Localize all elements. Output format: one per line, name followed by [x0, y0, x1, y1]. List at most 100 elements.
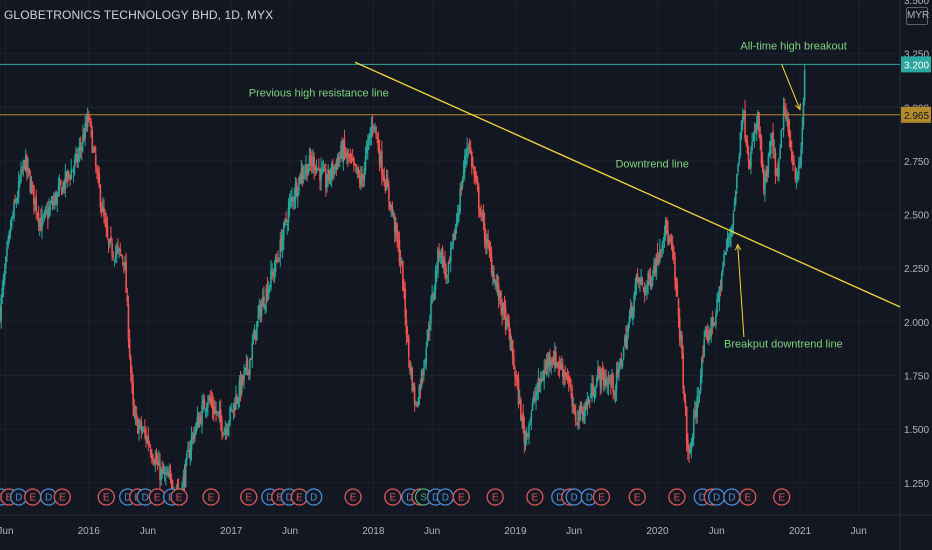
candle-body — [356, 168, 359, 173]
candle-body — [169, 470, 172, 478]
candle-body — [100, 208, 103, 211]
candle-body — [301, 167, 304, 177]
candle-body — [560, 364, 563, 370]
candle-body — [499, 290, 501, 298]
candle-body — [56, 192, 59, 204]
candle-body — [566, 377, 569, 380]
candle-body — [402, 261, 404, 291]
candle-body — [626, 332, 628, 349]
event-marker-label: E — [634, 493, 641, 504]
candle-body — [695, 409, 697, 418]
candle-body — [69, 177, 71, 179]
annotation-label: Previous high resistance line — [249, 88, 389, 100]
event-marker-label: E — [598, 493, 605, 504]
candle-body — [20, 169, 22, 182]
candle-body — [676, 284, 679, 297]
candle-body — [598, 367, 600, 372]
event-marker-label: D — [286, 493, 293, 504]
candle-body — [562, 366, 564, 377]
candle-body — [446, 274, 449, 277]
candle-body — [208, 396, 210, 401]
candle-body — [288, 200, 291, 209]
candle-body — [690, 442, 693, 452]
candle-body — [470, 152, 473, 167]
candle-body — [747, 152, 750, 162]
candle-body — [647, 273, 649, 286]
candle-body — [637, 277, 640, 283]
candle-body — [125, 261, 127, 293]
candle-body — [342, 141, 345, 162]
candle-body — [514, 371, 516, 377]
candle-body — [2, 277, 5, 290]
candle-body — [242, 376, 244, 382]
candle-body — [148, 445, 151, 447]
candle-body — [722, 266, 724, 272]
candle-body — [783, 107, 786, 111]
candle-body — [332, 163, 334, 174]
candle-body — [602, 372, 605, 386]
candle-body — [664, 220, 667, 235]
candle-body — [34, 198, 36, 202]
candle-body — [459, 189, 461, 213]
candle-body — [553, 351, 556, 367]
candle-body — [678, 317, 681, 340]
event-marker-label: D — [310, 493, 317, 504]
candle-body — [611, 375, 613, 386]
candle-body — [669, 237, 672, 242]
currency-badge[interactable]: MYR — [906, 7, 929, 25]
candle-body — [656, 252, 659, 263]
candle-body — [246, 360, 249, 370]
candle-body — [451, 243, 453, 248]
candle-body — [442, 258, 445, 267]
candle-body — [680, 337, 682, 339]
candle-body — [339, 156, 341, 163]
candle-body — [354, 163, 356, 165]
y-tick-label: 1.250 — [904, 479, 929, 490]
candle-body — [712, 323, 715, 327]
candle-body — [723, 254, 725, 267]
candle-body — [649, 274, 652, 285]
candle-body — [765, 169, 767, 182]
candle-body — [796, 174, 799, 180]
candle-body — [207, 402, 209, 409]
candle-body — [635, 275, 638, 286]
event-marker-label: E — [208, 493, 215, 504]
candle-body — [15, 201, 18, 204]
candle-body — [128, 337, 131, 357]
candle-body — [559, 362, 562, 367]
downtrend-line — [354, 61, 901, 308]
event-marker — [526, 488, 544, 506]
candle-body — [385, 178, 388, 191]
x-tick-label: 2016 — [78, 526, 101, 537]
candle-body — [731, 225, 734, 235]
candle-body — [461, 180, 464, 188]
candle-body — [286, 223, 289, 225]
candle-body — [636, 274, 639, 278]
candle-body — [473, 167, 475, 175]
candle-body — [101, 206, 104, 213]
candle-body — [259, 305, 262, 318]
candle-body — [158, 460, 160, 466]
candle-body — [685, 406, 688, 443]
candle-body — [612, 374, 614, 392]
candle-body — [652, 275, 654, 281]
candle-body — [501, 306, 503, 316]
candle-body — [790, 149, 793, 161]
candle-body — [211, 400, 214, 410]
candle-body — [711, 317, 714, 326]
candle-body — [308, 155, 311, 167]
candle-body — [240, 375, 243, 393]
candle-body — [163, 472, 166, 474]
candle-body — [641, 277, 644, 285]
candle-body — [572, 404, 575, 406]
candle-body — [771, 134, 773, 141]
candle-body — [750, 152, 752, 168]
candle-body — [391, 206, 394, 214]
candle-body — [762, 168, 765, 191]
candle-body — [142, 429, 145, 431]
event-marker-label: E — [176, 493, 183, 504]
candle-body — [509, 332, 512, 350]
candle-body — [565, 375, 568, 377]
candle-body — [438, 250, 440, 257]
